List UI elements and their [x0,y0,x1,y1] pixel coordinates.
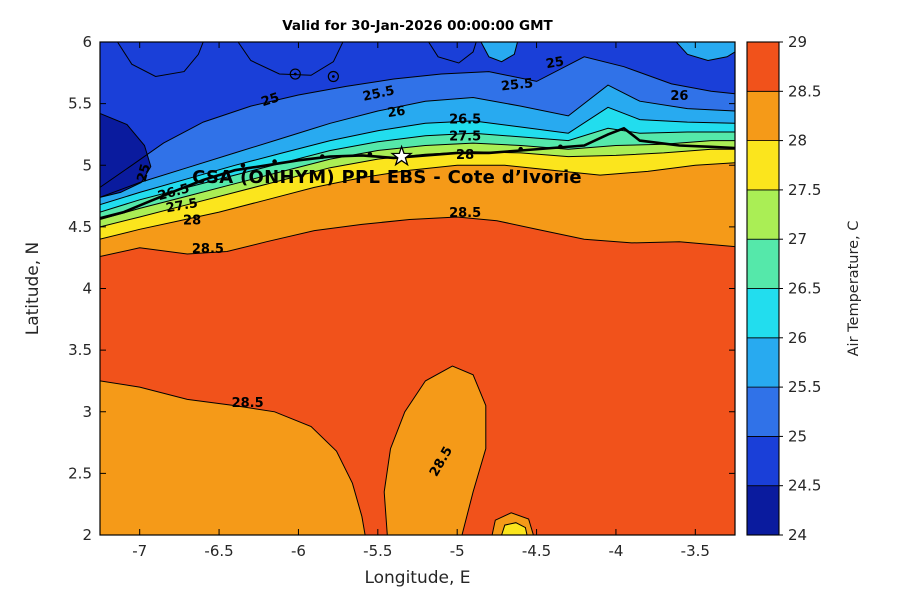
x-tick-label: -4.5 [522,542,551,560]
y-tick-label: 5.5 [68,95,92,113]
contour-line [100,216,735,257]
x-tick-label: -4 [608,542,623,560]
contour-label: 25 [259,90,281,110]
colorbar-tick-label: 27 [788,230,807,248]
colorbar-cell [746,435,780,487]
colorbar-tick-label: 24.5 [788,477,821,495]
contour-line [100,112,152,198]
contour-line [100,56,735,188]
contour-line [100,162,735,240]
temperature-patch [501,522,527,535]
contour-label: 28.5 [449,206,481,221]
colorbar-title: Air Temperature, C [846,221,862,357]
temperature-patch [428,42,477,63]
contour-label: 28.5 [232,396,264,411]
contour-line [237,42,344,76]
colorbar-cell [746,140,780,191]
temperature-patch [384,366,486,535]
circle-marker-dot [293,72,297,76]
x-tick-label: -7 [132,542,147,560]
x-tick-label: -6 [291,542,306,560]
coast-town-dot [367,151,373,157]
y-axis-title: Latitude, N [23,242,43,336]
colorbar-tick-label: 25 [788,427,807,445]
coast-town-dot [558,144,563,150]
x-tick-label: -3.5 [681,542,710,560]
coast-town-dot [320,154,325,159]
colorbar-cell [746,337,780,388]
colorbar-tick-label: 28.5 [788,82,821,100]
contour-line [100,106,735,206]
temperature-band [100,42,735,188]
colorbar-tick-label: 25.5 [788,378,821,396]
y-tick-label: 4 [82,280,92,298]
colorbar-tick-label: 26 [788,329,807,347]
contour-line [480,42,519,63]
contour-label: 25 [545,54,565,72]
contour-line [501,522,528,535]
contour-line [100,84,735,198]
coastline [100,126,735,220]
y-tick-label: 2.5 [68,464,92,482]
circle-marker [289,68,301,80]
temperature-patch [100,380,366,535]
colorbar-tick-label: 27.5 [788,181,821,199]
temperature-patch [238,42,343,76]
colorbar-cell [746,288,780,339]
colorbar-cell [746,90,780,142]
contour-line [491,512,534,535]
y-tick-label: 5 [82,156,92,174]
circle-marker [327,70,339,83]
contour-label: 27.5 [449,130,481,145]
colorbar-cell [746,238,780,289]
contour-line [100,380,366,535]
temperature-patch [676,42,735,61]
annotation-text: CSA (ONHYM) PPL EBS - Cote d’Ivorie [192,167,582,188]
contour-label: 25.5 [500,76,533,94]
x-tick-label: -5 [450,542,465,560]
coast-town-dot [272,159,277,164]
y-tick-label: 3 [82,403,92,421]
contour-line [675,42,735,62]
temperature-patch [100,113,151,198]
y-tick-label: 6 [82,33,92,51]
coast-town-dot [518,146,523,152]
star-marker [390,144,413,167]
contour-label: 27.5 [165,196,199,216]
x-tick-label: -6.5 [204,542,233,560]
colorbar-cell [746,485,780,536]
contour-label: 25 [135,162,154,183]
contour-label: 26.5 [449,112,481,127]
contour-line [100,140,735,220]
coast-town-dot [240,163,246,168]
contour-line [428,42,477,64]
contour-label: 26 [670,89,688,104]
x-axis-title: Longitude, E [364,568,470,588]
circle-marker-dot [331,75,335,78]
contour-label: 28 [183,213,201,228]
colorbar-cell [746,41,780,92]
contour-label: 28 [456,148,474,163]
contour-label: 25.5 [361,83,395,104]
x-tick-label: -5.5 [363,542,392,560]
colorbar-tick-label: 24 [788,526,807,544]
chart-title: Valid for 30-Jan-2026 00:00:00 GMT [282,18,553,34]
y-tick-label: 2 [82,526,92,544]
colorbar-cell [746,386,780,437]
contour-label: 28.5 [192,242,224,257]
colorbar-tick-label: 29 [788,33,807,51]
y-tick-label: 3.5 [68,341,92,359]
colorbar-tick-label: 28 [788,132,807,150]
colorbar-tick-label: 26.5 [788,280,821,298]
colorbar-cell [746,189,780,240]
contour-label: 26 [386,104,406,121]
contour-line [383,365,487,535]
contour-line [116,42,204,78]
y-tick-label: 4.5 [68,218,92,236]
